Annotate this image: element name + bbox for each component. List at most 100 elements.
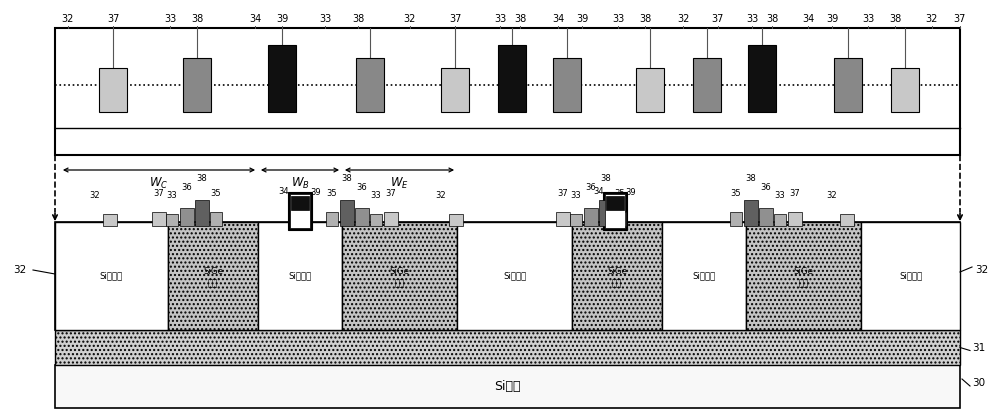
Text: 34: 34 <box>802 14 814 24</box>
Text: 基区: 基区 <box>208 279 218 288</box>
Bar <box>748 45 776 112</box>
Text: 36: 36 <box>182 183 192 192</box>
Bar <box>662 222 746 330</box>
Text: 30: 30 <box>972 378 985 388</box>
Bar <box>891 68 919 112</box>
Bar <box>774 214 786 226</box>
Bar <box>183 58 211 112</box>
Bar <box>570 214 582 226</box>
Text: 35: 35 <box>731 189 741 198</box>
Text: 32: 32 <box>13 265 27 275</box>
Text: 34: 34 <box>552 14 564 24</box>
Bar <box>584 208 598 226</box>
Text: 38: 38 <box>197 174 207 183</box>
Bar <box>180 208 194 226</box>
Text: 38: 38 <box>601 174 611 183</box>
Bar <box>788 212 802 226</box>
Bar <box>744 200 758 226</box>
Bar <box>441 68 469 112</box>
Text: 39: 39 <box>311 188 321 197</box>
Text: 37: 37 <box>386 189 396 198</box>
Text: 38: 38 <box>342 174 352 183</box>
Bar <box>356 58 384 112</box>
Bar <box>210 212 222 226</box>
Text: 37: 37 <box>712 14 724 24</box>
Text: 33: 33 <box>371 191 381 200</box>
Text: $W_C$: $W_C$ <box>149 176 169 191</box>
Text: Si衬底: Si衬底 <box>494 380 520 393</box>
Text: 32: 32 <box>62 14 74 24</box>
Bar <box>166 214 178 226</box>
Bar <box>834 58 862 112</box>
Bar <box>340 200 354 226</box>
Bar <box>258 222 342 330</box>
Text: 38: 38 <box>514 14 526 24</box>
Bar <box>861 222 960 330</box>
Bar <box>291 196 309 210</box>
Bar <box>168 222 258 330</box>
Text: SiGe: SiGe <box>607 266 627 276</box>
Bar <box>152 212 166 226</box>
Text: 34: 34 <box>594 187 604 196</box>
Text: 38: 38 <box>191 14 203 24</box>
Text: 38: 38 <box>766 14 778 24</box>
Text: 基区: 基区 <box>394 279 405 288</box>
Bar <box>288 192 312 230</box>
Bar <box>759 208 773 226</box>
Bar <box>195 200 209 226</box>
Text: 32: 32 <box>90 191 100 200</box>
Bar <box>268 45 296 112</box>
Text: 38: 38 <box>639 14 651 24</box>
Text: SiGe: SiGe <box>203 266 223 276</box>
Bar <box>599 200 613 226</box>
Bar <box>605 194 625 228</box>
Bar <box>556 212 570 226</box>
Text: 33: 33 <box>571 191 581 200</box>
Text: 33: 33 <box>319 14 331 24</box>
Text: 35: 35 <box>615 189 625 198</box>
Text: Si集电区: Si集电区 <box>503 271 526 281</box>
Bar <box>55 222 960 330</box>
Text: 34: 34 <box>279 187 289 196</box>
Text: 32: 32 <box>827 191 837 200</box>
Bar <box>326 212 338 226</box>
Text: 37: 37 <box>107 14 119 24</box>
Text: 35: 35 <box>211 189 221 198</box>
Text: 37: 37 <box>449 14 461 24</box>
Text: 32: 32 <box>975 265 989 275</box>
Text: 36: 36 <box>357 183 367 192</box>
Bar <box>603 192 627 230</box>
Bar <box>553 58 581 112</box>
Text: 38: 38 <box>352 14 364 24</box>
Text: 39: 39 <box>626 188 636 197</box>
Text: 基区: 基区 <box>612 279 622 288</box>
Text: SiGe: SiGe <box>794 266 814 276</box>
Text: $W_B$: $W_B$ <box>291 176 309 191</box>
Text: 38: 38 <box>889 14 901 24</box>
Text: 39: 39 <box>826 14 838 24</box>
Bar <box>449 214 463 226</box>
Text: 37: 37 <box>790 189 800 198</box>
Bar <box>636 68 664 112</box>
Bar <box>342 222 457 330</box>
Text: 33: 33 <box>167 191 177 200</box>
Text: 37: 37 <box>954 14 966 24</box>
Text: 39: 39 <box>276 14 288 24</box>
Bar <box>614 212 626 226</box>
Text: 36: 36 <box>586 183 596 192</box>
Text: 33: 33 <box>164 14 176 24</box>
Bar <box>840 214 854 226</box>
Bar <box>746 222 861 330</box>
Bar <box>370 214 382 226</box>
Text: Si发射区: Si发射区 <box>692 271 716 281</box>
Text: Si集电区: Si集电区 <box>100 271 123 281</box>
Text: SiGe: SiGe <box>390 266 410 276</box>
Text: Si发射区: Si发射区 <box>288 271 312 281</box>
Text: Si集电区: Si集电区 <box>899 271 922 281</box>
Text: 39: 39 <box>576 14 588 24</box>
Text: 38: 38 <box>746 174 756 183</box>
Text: 35: 35 <box>327 189 337 198</box>
Text: 33: 33 <box>862 14 874 24</box>
Bar <box>55 28 960 155</box>
Bar <box>355 208 369 226</box>
